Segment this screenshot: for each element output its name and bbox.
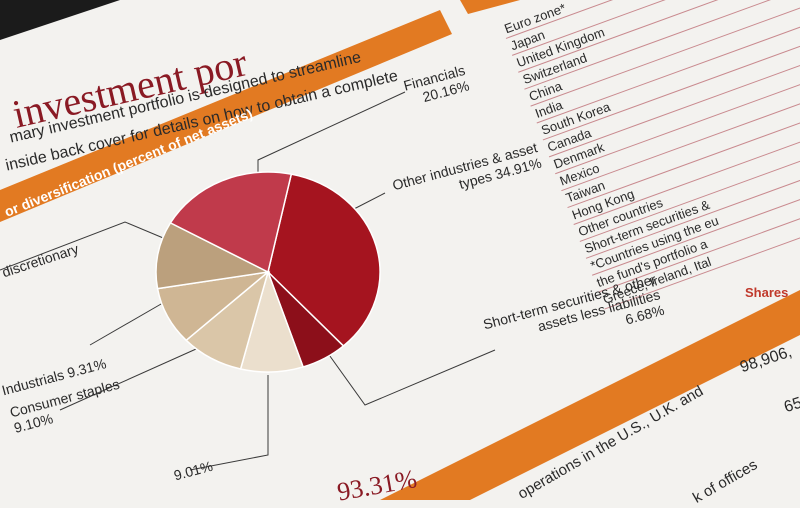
orange-band [380,290,800,500]
leader-line [321,344,496,406]
pie [155,171,381,373]
pie-slice [267,173,381,347]
dark-corner [0,0,120,40]
leader-line [0,221,169,271]
leader-line [351,192,386,211]
pie-slice [169,171,293,274]
leader-line [189,375,269,471]
orange-band [460,0,520,14]
leader-line [59,344,206,411]
pie-slice [155,221,271,290]
leader-line [89,299,169,346]
orange-band [0,10,452,222]
leader-lines [0,91,496,471]
shares-heading: Shares [745,285,789,300]
